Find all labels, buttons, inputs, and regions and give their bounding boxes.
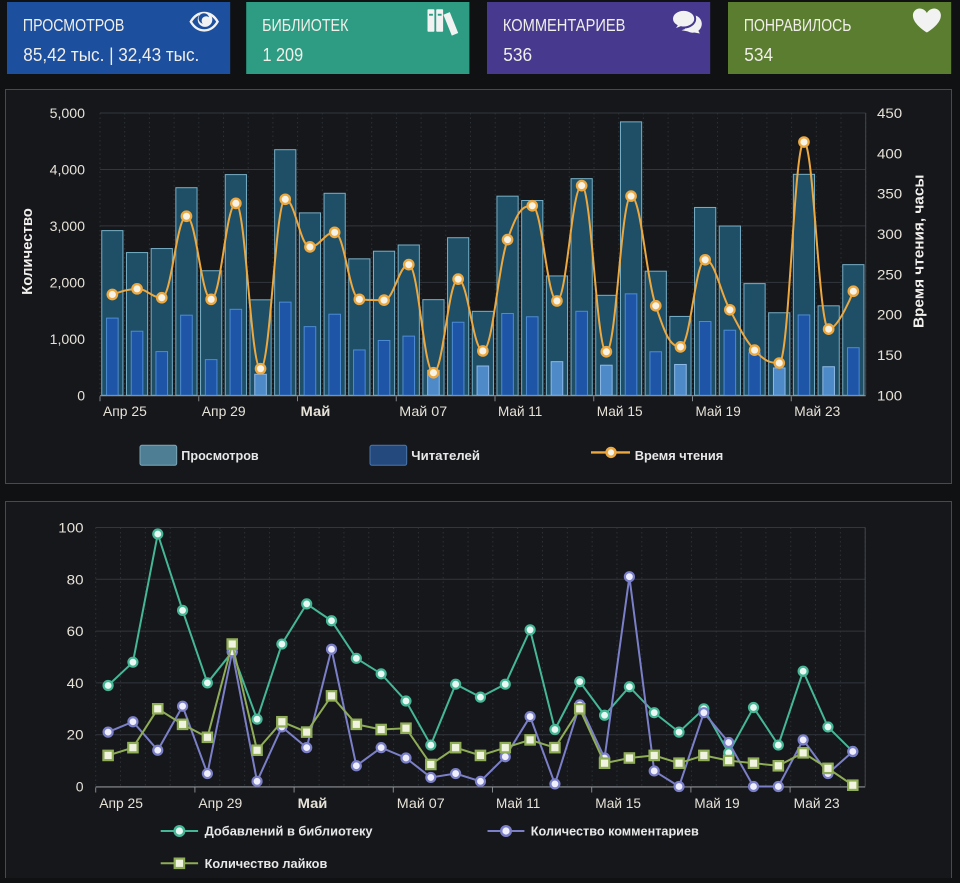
svg-text:Май 19: Май 19 (694, 795, 739, 811)
svg-text:Май 11: Май 11 (498, 403, 542, 419)
svg-text:Количество комментариев: Количество комментариев (531, 824, 699, 839)
svg-text:250: 250 (877, 266, 902, 282)
svg-text:Май 23: Май 23 (794, 403, 840, 419)
svg-text:Май 19: Май 19 (696, 403, 741, 419)
svg-text:1,000: 1,000 (50, 331, 86, 347)
svg-text:100: 100 (58, 520, 83, 536)
svg-text:1 209: 1 209 (263, 44, 304, 65)
svg-text:0: 0 (76, 779, 84, 795)
svg-text:Май: Май (301, 403, 331, 419)
svg-text:5,000: 5,000 (50, 105, 86, 121)
svg-text:Просмотров: Просмотров (181, 448, 258, 463)
svg-text:536: 536 (503, 44, 532, 65)
svg-text:40: 40 (67, 675, 84, 691)
svg-text:ПОНРАВИЛОСЬ: ПОНРАВИЛОСЬ (744, 15, 852, 35)
svg-text:150: 150 (877, 347, 902, 363)
svg-text:Апр 29: Апр 29 (198, 795, 242, 811)
svg-text:Апр 25: Апр 25 (99, 795, 143, 811)
svg-text:350: 350 (877, 186, 902, 202)
svg-text:Май 07: Май 07 (399, 403, 447, 419)
svg-text:300: 300 (877, 226, 902, 242)
svg-text:Май 15: Май 15 (595, 795, 641, 811)
svg-text:80: 80 (67, 571, 84, 587)
svg-text:60: 60 (67, 623, 84, 639)
svg-text:Читателей: Читателей (411, 448, 480, 463)
svg-text:Время чтения, часы: Время чтения, часы (911, 175, 928, 328)
svg-text:400: 400 (877, 145, 902, 161)
svg-text:ПРОСМОТРОВ: ПРОСМОТРОВ (23, 15, 125, 35)
svg-text:Май 23: Май 23 (794, 795, 840, 811)
svg-text:Количество лайков: Количество лайков (205, 856, 328, 871)
svg-text:Май 15: Май 15 (597, 403, 643, 419)
svg-text:БИБЛИОТЕК: БИБЛИОТЕК (262, 15, 349, 35)
svg-text:3,000: 3,000 (50, 218, 86, 234)
svg-text:2,000: 2,000 (50, 274, 86, 290)
svg-text:4,000: 4,000 (50, 161, 86, 177)
svg-text:100: 100 (877, 387, 902, 403)
svg-text:534: 534 (744, 44, 773, 65)
svg-text:Время чтения: Время чтения (635, 448, 724, 463)
svg-text:Апр 25: Апр 25 (103, 403, 147, 419)
svg-text:85,42 тыс. | 32,43 тыс.: 85,42 тыс. | 32,43 тыс. (23, 44, 199, 65)
svg-text:КОММЕНТАРИЕВ: КОММЕНТАРИЕВ (503, 15, 626, 35)
svg-text:Количество: Количество (19, 208, 36, 295)
svg-text:Май: Май (298, 795, 328, 811)
svg-text:200: 200 (877, 307, 902, 323)
svg-text:Добавлений в библиотеку: Добавлений в библиотеку (205, 824, 374, 839)
svg-text:0: 0 (77, 387, 85, 403)
svg-text:20: 20 (67, 727, 84, 743)
svg-text:Май 07: Май 07 (397, 795, 445, 811)
svg-text:450: 450 (877, 105, 902, 121)
svg-text:Апр 29: Апр 29 (202, 403, 246, 419)
svg-text:Май 11: Май 11 (496, 795, 540, 811)
